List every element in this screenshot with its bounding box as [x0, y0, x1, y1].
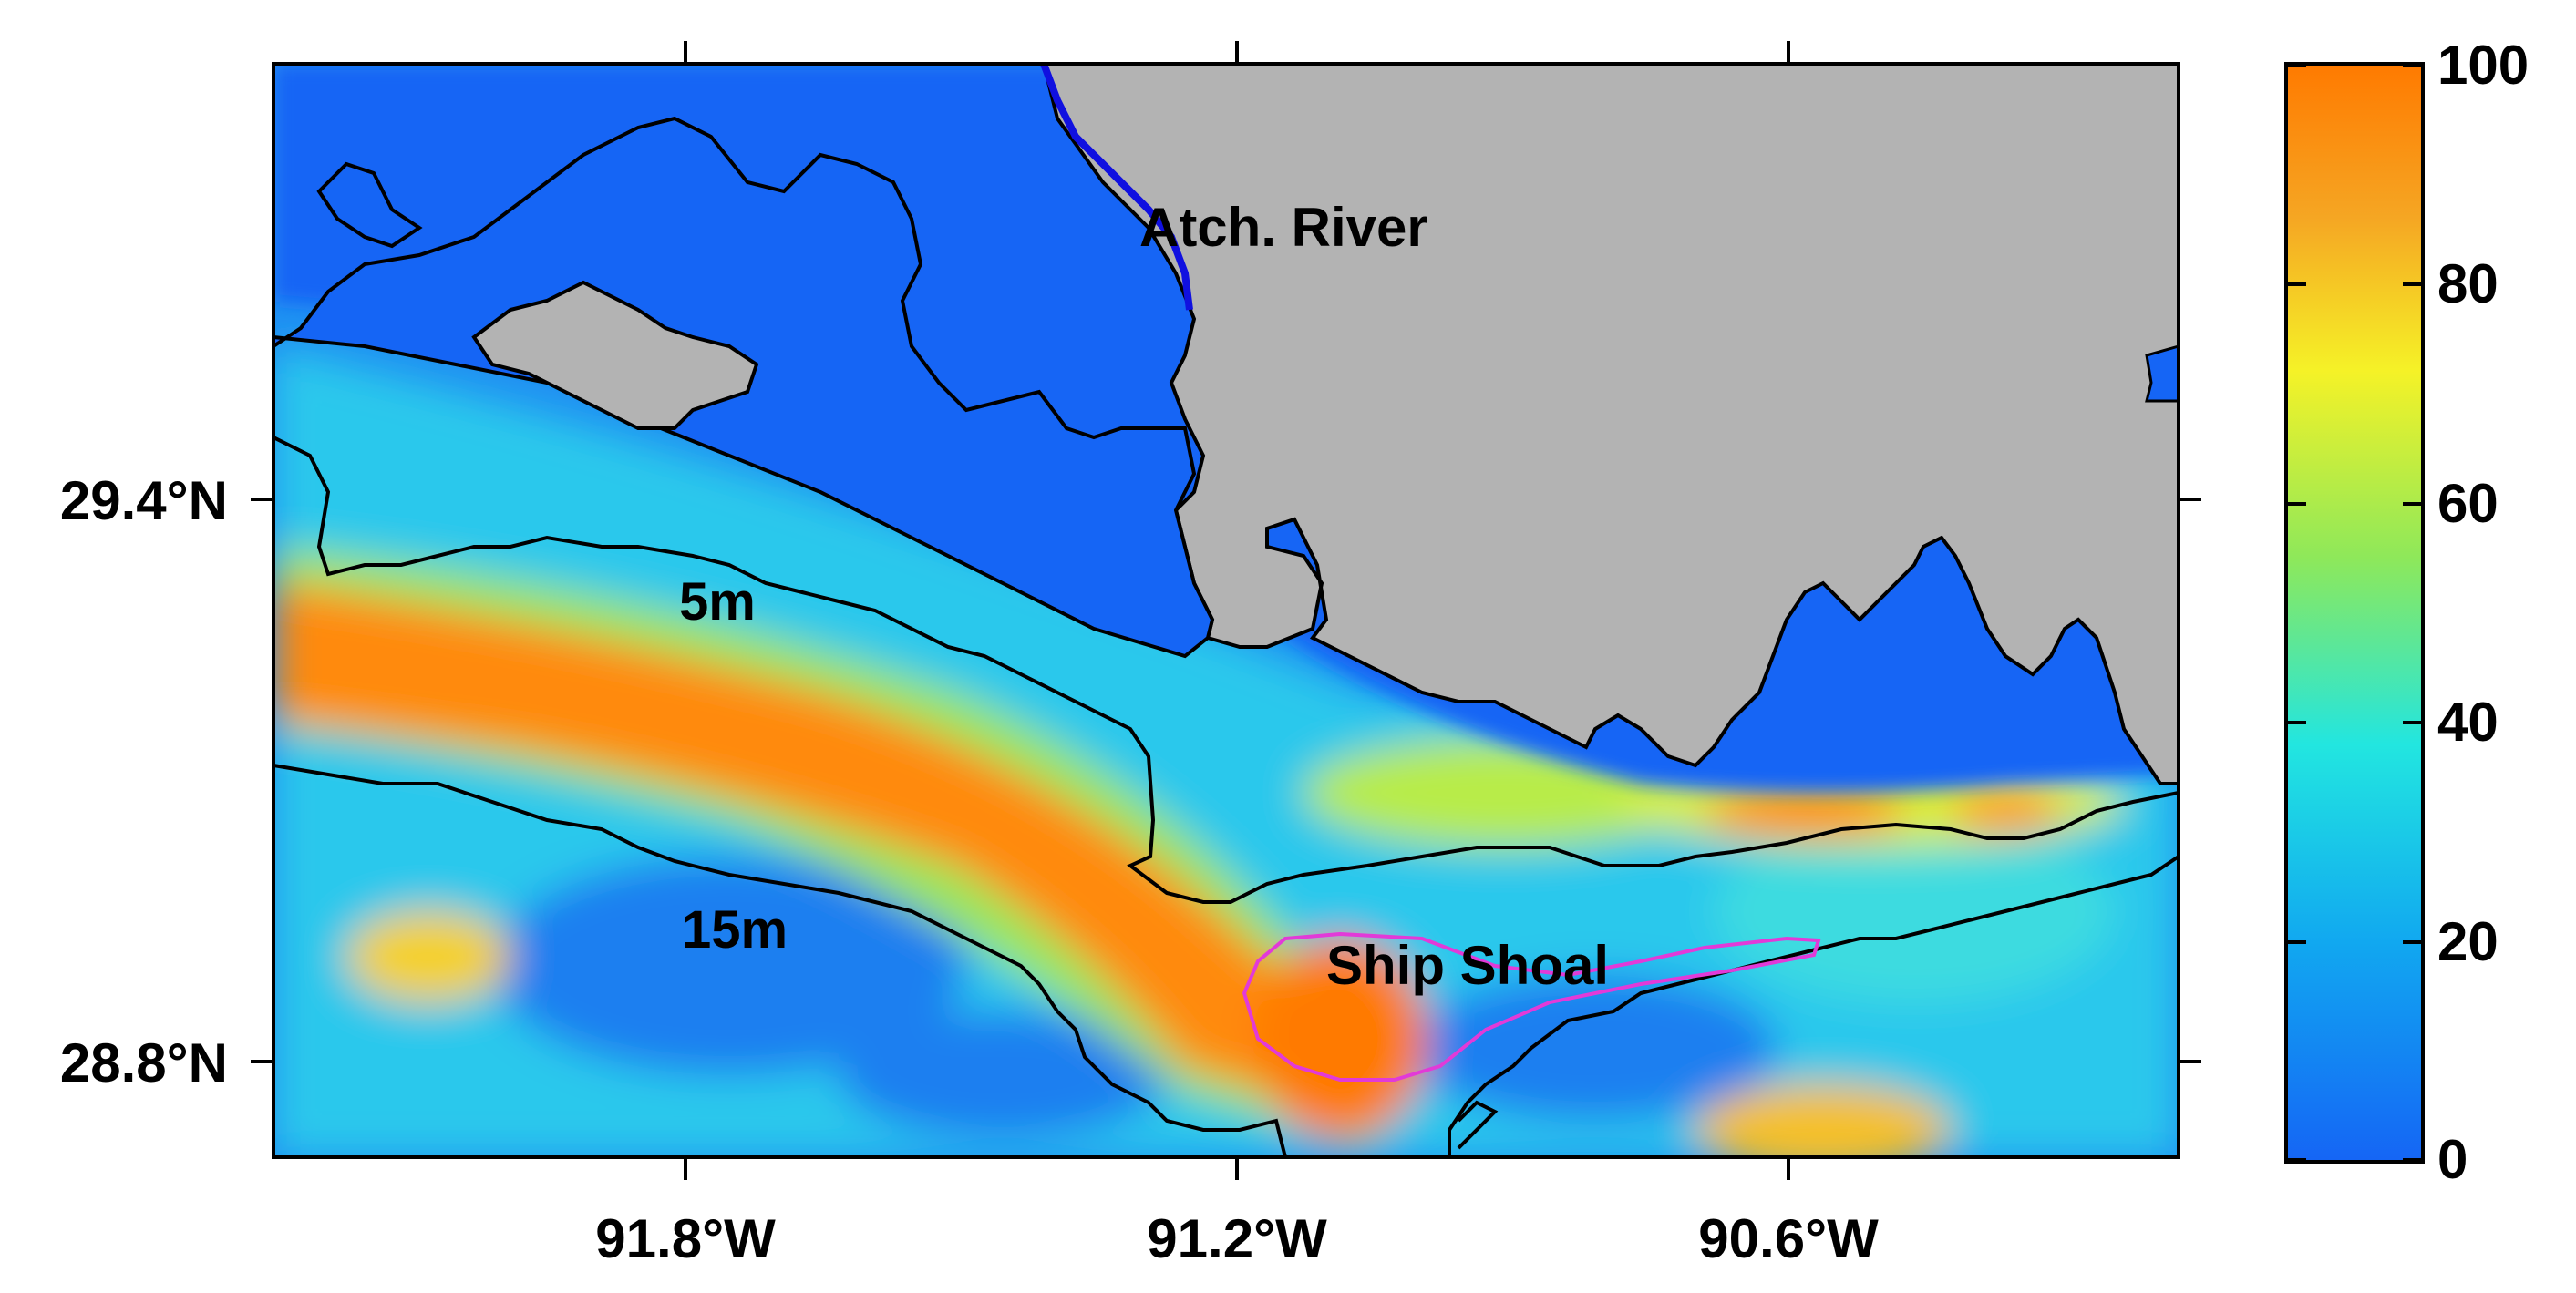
latitude-tick-29-4: 29.4°N — [60, 470, 228, 531]
longitude-tick-90-6: 90.6°W — [1698, 1208, 1879, 1269]
ship-shoal-outline — [1242, 931, 1821, 1082]
latitude-tick-28-8: 28.8°N — [60, 1032, 228, 1093]
colorbar-tick-0: 0 — [2437, 1129, 2468, 1190]
contour-15m-line — [273, 764, 1287, 1157]
map-frame — [272, 62, 2180, 1159]
concentration-field — [273, 346, 2179, 1157]
colorbar-tick-60: 60 — [2437, 473, 2499, 534]
longitude-tick-91-2: 91.2°W — [1147, 1208, 1327, 1269]
colorbar-gradient — [2284, 62, 2425, 1164]
map-ticks — [251, 41, 2201, 1180]
map-panel: Atch. River 5m 15m Ship Shoal — [273, 64, 2179, 1157]
colorbar-tick-20: 20 — [2437, 911, 2499, 972]
coast-fragment — [1457, 1100, 1499, 1150]
east-inlet — [2145, 344, 2179, 403]
contour-5m-label: 5m — [679, 572, 756, 631]
contour-east-line — [1448, 855, 2179, 1157]
colorbar-tick-40: 40 — [2437, 692, 2499, 753]
island — [471, 280, 759, 430]
atchafalaya-river — [1040, 64, 1193, 311]
contour-5m-line — [273, 436, 2179, 904]
contour-15m-label: 15m — [682, 900, 788, 959]
colorbar-tick-100: 100 — [2437, 35, 2529, 96]
upper-bay-water — [316, 161, 423, 249]
colorbar-tick-80: 80 — [2437, 253, 2499, 314]
colorbar: 100 80 60 40 20 0 — [2284, 35, 2529, 1190]
ship-shoal-label: Ship Shoal — [1326, 935, 1609, 996]
river-label: Atch. River — [1139, 197, 1428, 258]
longitude-tick-91-8: 91.8°W — [595, 1208, 776, 1269]
